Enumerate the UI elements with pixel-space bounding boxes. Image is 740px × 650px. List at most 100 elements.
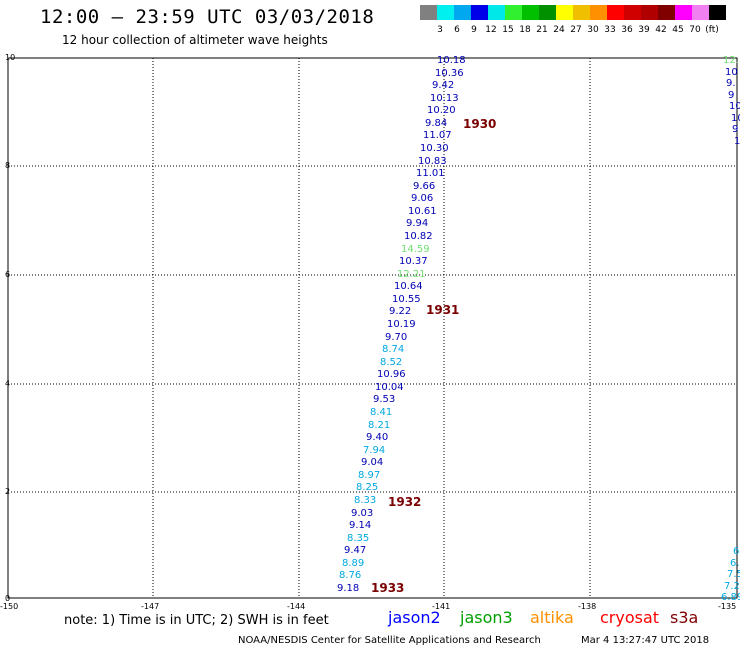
- wave-height-value: 9.18: [337, 583, 360, 594]
- wave-height-value: 9.06: [411, 193, 434, 204]
- wave-height-value: 10: [734, 135, 740, 147]
- wave-height-value: 10.55: [392, 294, 421, 305]
- legend-label: 24: [553, 25, 565, 35]
- wave-height-value: 9.40: [366, 432, 389, 443]
- legend-swatch: [641, 5, 658, 20]
- pass-time-label: 1932: [388, 495, 422, 509]
- wave-height-value: 6: [733, 546, 740, 557]
- legend-swatch: [505, 5, 522, 20]
- wave-height-value: 8.21: [368, 420, 391, 431]
- wave-height-value: 10.19: [387, 319, 416, 330]
- legend-label: 9: [471, 25, 477, 35]
- wave-height-value: 11.07: [423, 130, 452, 141]
- latitude-label: 4: [5, 379, 11, 388]
- longitude-label: -150: [0, 602, 19, 611]
- legend-label: 45: [672, 25, 684, 35]
- wave-height-value: 7.94: [363, 445, 386, 456]
- legend-label: 3: [437, 25, 443, 35]
- legend-swatch: [420, 5, 437, 20]
- satellite-s3a: s3a: [670, 608, 699, 627]
- wave-height-value: 8.52: [380, 357, 403, 368]
- wave-height-value: 10.30: [420, 143, 449, 154]
- map-subtitle: 12 hour collection of altimeter wave hei…: [62, 33, 328, 47]
- wave-height-value: 9: [728, 89, 735, 101]
- legend-swatch: [437, 5, 454, 20]
- wave-height-value: 12.21: [397, 269, 426, 280]
- satellite-altika: altika: [530, 608, 574, 627]
- legend-swatch: [454, 5, 471, 20]
- wave-height-value: 8.41: [370, 407, 393, 418]
- wave-height-value: 12.: [723, 55, 739, 66]
- wave-height-value: 9: [732, 124, 739, 135]
- satellite-jason2: jason2: [388, 608, 441, 627]
- wave-height-value: 6.: [730, 557, 740, 569]
- wave-height-value: 9.53: [373, 394, 396, 405]
- latitude-label: 8: [5, 161, 11, 170]
- satellite-jason3: jason3: [460, 608, 513, 627]
- footer-credit: NOAA/NESDIS Center for Satellite Applica…: [238, 635, 541, 646]
- legend-swatch: [709, 5, 726, 20]
- longitude-label: -144: [287, 602, 306, 611]
- wave-height-value: 9.14: [349, 520, 372, 531]
- wave-height-value: 10.20: [427, 105, 456, 116]
- wave-height-value: 10.96: [377, 369, 406, 380]
- wave-height-value: 8.33: [354, 495, 377, 506]
- wave-height-value: 9.: [726, 78, 736, 89]
- wave-height-value: 8.76: [339, 570, 362, 581]
- longitude-label: -135: [718, 602, 737, 611]
- wave-height-value: 8.97: [358, 470, 381, 481]
- units-note: note: 1) Time is in UTC; 2) SWH is in fe…: [64, 613, 329, 628]
- wave-height-value: 7.5: [727, 569, 740, 580]
- legend-swatch: [522, 5, 539, 20]
- wave-height-value: 14.59: [401, 244, 430, 255]
- footer-timestamp: Mar 4 13:27:47 UTC 2018: [581, 635, 710, 646]
- legend-label: 21: [536, 25, 548, 35]
- wave-height-value: 10.64: [394, 281, 423, 292]
- wave-height-value: 7.2: [724, 580, 740, 592]
- wave-height-value: 9.04: [361, 457, 384, 468]
- legend-label: 33: [604, 25, 616, 35]
- legend-label: 15: [502, 25, 514, 35]
- wave-height-value: 9.70: [385, 332, 408, 343]
- legend-label: 12: [485, 25, 497, 35]
- pass-time-label: 1931: [426, 303, 460, 317]
- legend-swatch: [624, 5, 641, 20]
- legend-label: (ft): [705, 25, 719, 35]
- wave-height-value: 8.89: [342, 558, 365, 569]
- wave-height-value: 10.13: [430, 93, 459, 104]
- longitude-label: -138: [578, 602, 597, 611]
- wave-height-value: 8.35: [347, 533, 370, 544]
- wave-height-value: 10.83: [418, 156, 447, 167]
- map-title: 12:00 — 23:59 UTC 03/03/2018: [40, 6, 375, 28]
- satellite-cryosat: cryosat: [600, 608, 660, 627]
- latitude-label: 2: [5, 487, 11, 496]
- legend-label: 18: [519, 25, 531, 35]
- legend-swatch: [692, 5, 709, 20]
- wave-height-value: 8.25: [356, 482, 379, 493]
- wave-height-value: 6.89: [721, 592, 740, 603]
- legend-swatch: [471, 5, 488, 20]
- wave-height-value: 9.42: [432, 80, 455, 91]
- wave-height-value: 10.82: [404, 231, 433, 242]
- wave-height-value: 10: [731, 112, 740, 124]
- latitude-label: 0: [5, 594, 11, 603]
- wave-height-value: 10.37: [399, 256, 428, 267]
- latitude-label: 10: [5, 53, 16, 62]
- pass-time-label: 1933: [371, 581, 405, 595]
- legend-label: 6: [454, 25, 460, 35]
- legend-label: 70: [689, 25, 701, 35]
- longitude-label: -147: [141, 602, 160, 611]
- longitude-label: -141: [432, 602, 451, 611]
- legend-swatch: [658, 5, 675, 20]
- legend-label: 30: [587, 25, 599, 35]
- wave-height-value: 11.01: [416, 168, 445, 179]
- legend-label: 39: [638, 25, 650, 35]
- wave-height-value: 10.36: [435, 68, 464, 79]
- legend-label: 42: [655, 25, 667, 35]
- legend-label: 36: [621, 25, 633, 35]
- latitude-label: 6: [5, 270, 11, 279]
- wave-height-value: 10.61: [408, 206, 437, 217]
- legend-swatch: [590, 5, 607, 20]
- legend-swatch: [607, 5, 624, 20]
